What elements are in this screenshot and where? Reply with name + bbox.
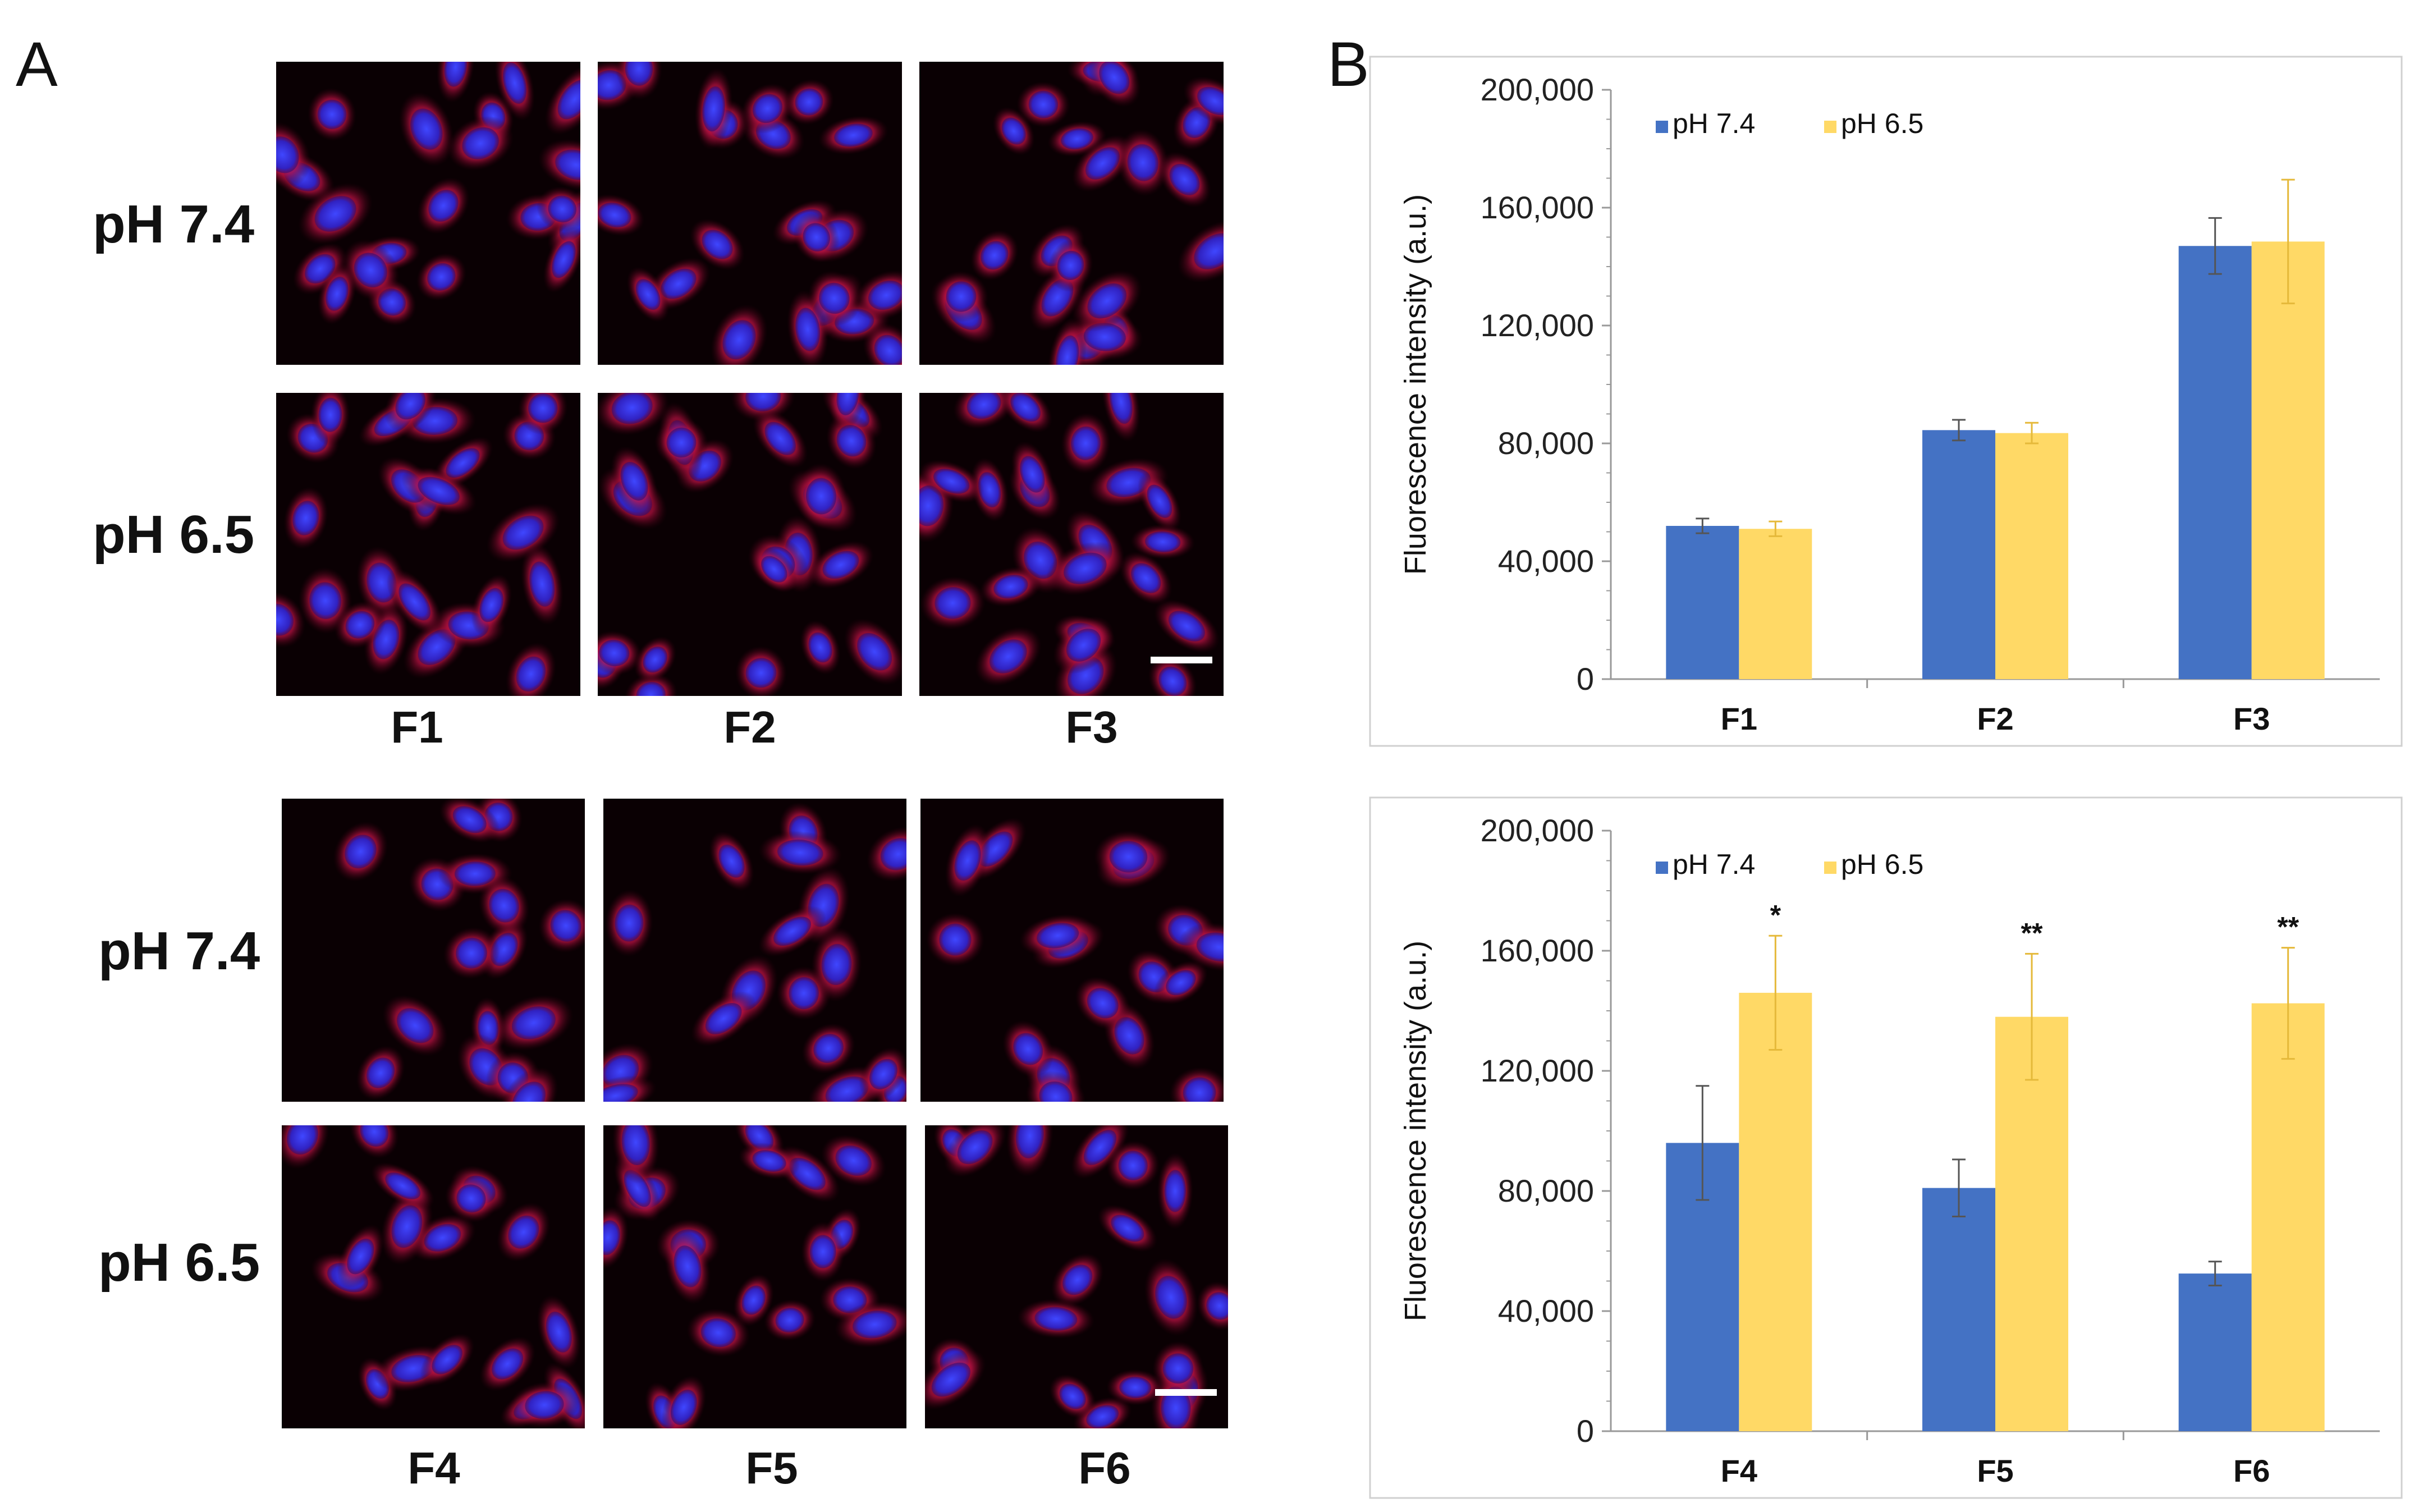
legend-label: pH 7.4 xyxy=(1673,849,1755,880)
y-tick-label: 40,000 xyxy=(1498,543,1594,579)
micrograph-f3-ph74 xyxy=(919,62,1224,365)
row-label-ph65-bottom: pH 6.5 xyxy=(98,1232,260,1293)
micrograph-f4-ph74 xyxy=(282,799,585,1102)
micrograph-f4-ph65 xyxy=(282,1125,585,1428)
legend-swatch xyxy=(1824,121,1836,133)
bar-chart-bottom: 0 40,000 80,000 120,000 160,000 200,000 Fluore… xyxy=(1369,796,2403,1499)
col-label-f3: F3 xyxy=(1065,702,1118,752)
micrograph-f2-ph65 xyxy=(598,393,902,696)
y-tick-label: 80,000 xyxy=(1498,425,1594,461)
micrograph-cells xyxy=(931,62,1224,365)
col-label-f4: F4 xyxy=(407,1443,460,1493)
micrograph-cells xyxy=(598,393,902,696)
bar xyxy=(2251,241,2325,679)
chart-svg-top: 0 40,000 80,000 120,000 160,000 200,000 Fluore… xyxy=(1369,56,2403,747)
significance-marker: ** xyxy=(2277,911,2299,943)
micrograph-f6-ph65 xyxy=(925,1125,1228,1428)
micrograph-cells xyxy=(276,393,568,696)
x-tick-label: F2 xyxy=(1977,701,2013,736)
bar-chart-top: 0 40,000 80,000 120,000 160,000 200,000 Fluore… xyxy=(1369,56,2403,747)
col-label-f6: F6 xyxy=(1078,1443,1131,1493)
legend-label: pH 7.4 xyxy=(1673,108,1755,139)
micrograph-f6-ph74 xyxy=(920,799,1224,1102)
y-tick-label: 80,000 xyxy=(1498,1173,1594,1208)
micrograph-f5-ph65 xyxy=(603,1125,906,1428)
micrograph-f1-ph65 xyxy=(276,393,580,696)
scale-bar xyxy=(1151,657,1212,663)
legend-swatch xyxy=(1824,862,1836,874)
x-tick-label: F4 xyxy=(1721,1453,1757,1488)
bar xyxy=(1739,529,1812,679)
col-label-f1: F1 xyxy=(391,702,443,752)
significance-marker: ** xyxy=(2021,917,2043,949)
chart-svg-bottom: 0 40,000 80,000 120,000 160,000 200,000 Fluore… xyxy=(1369,796,2403,1499)
y-tick-label: 160,000 xyxy=(1481,190,1594,225)
micrograph-cells xyxy=(925,1125,1228,1428)
x-tick-label: F6 xyxy=(2233,1453,2270,1488)
micrograph-cells xyxy=(276,62,580,326)
y-tick-label: 40,000 xyxy=(1498,1293,1594,1328)
y-tick-label: 200,000 xyxy=(1481,72,1594,107)
col-label-f2: F2 xyxy=(723,702,776,752)
chart-frame xyxy=(1369,56,2403,747)
legend-swatch xyxy=(1656,862,1668,874)
micrograph-cells xyxy=(282,1125,585,1428)
x-tick-label: F5 xyxy=(1977,1453,2013,1488)
bar xyxy=(1922,1188,1995,1431)
bar xyxy=(1995,433,2068,679)
x-tick-label: F1 xyxy=(1721,701,1757,736)
micrograph-f2-ph74 xyxy=(598,62,902,365)
micrograph-cells xyxy=(919,393,1220,696)
bar xyxy=(2251,1003,2325,1431)
micrograph-cells xyxy=(598,62,902,365)
y-tick-label: 160,000 xyxy=(1481,933,1594,968)
y-axis-label: Fluorescence intensity (a.u.) xyxy=(1399,194,1432,575)
legend-label: pH 6.5 xyxy=(1841,108,1923,139)
chart-frame xyxy=(1369,796,2403,1499)
micrograph-f1-ph74 xyxy=(276,62,580,365)
bar xyxy=(2178,246,2252,679)
y-tick-label: 0 xyxy=(1577,661,1594,697)
y-tick-label: 200,000 xyxy=(1481,813,1594,848)
y-axis-label: Fluorescence intensity (a.u.) xyxy=(1399,941,1432,1321)
bar xyxy=(1739,992,1812,1431)
micrograph-cells xyxy=(603,802,906,1102)
bar xyxy=(1922,430,1995,679)
row-label-ph65-top: pH 6.5 xyxy=(93,505,255,565)
bar xyxy=(2178,1273,2252,1431)
micrograph-f5-ph74 xyxy=(603,799,906,1102)
panel-label-b: B xyxy=(1327,29,1369,99)
row-label-ph74-bottom: pH 7.4 xyxy=(98,921,260,981)
y-tick-label: 0 xyxy=(1577,1413,1594,1449)
significance-marker: * xyxy=(1770,899,1781,931)
micrograph-cells xyxy=(926,817,1224,1102)
row-label-ph74-top: pH 7.4 xyxy=(93,194,255,254)
y-tick-label: 120,000 xyxy=(1481,1053,1594,1088)
panel-label-a: A xyxy=(16,29,58,99)
micrograph-f3-ph65 xyxy=(919,393,1224,696)
bar xyxy=(1995,1016,2068,1431)
x-tick-label: F3 xyxy=(2233,701,2270,736)
legend-swatch xyxy=(1656,121,1668,133)
col-label-f5: F5 xyxy=(745,1443,798,1493)
y-tick-label: 120,000 xyxy=(1481,308,1594,343)
micrograph-cells xyxy=(333,799,585,1102)
bar xyxy=(1666,526,1739,679)
micrograph-cells xyxy=(603,1125,906,1428)
legend-label: pH 6.5 xyxy=(1841,849,1923,880)
scale-bar xyxy=(1155,1389,1217,1396)
